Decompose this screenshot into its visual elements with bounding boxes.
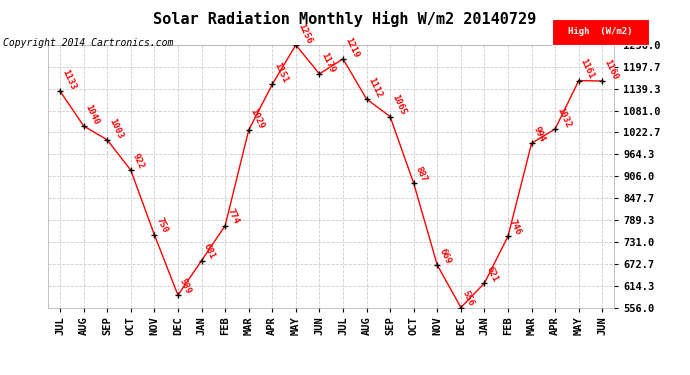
Text: 1112: 1112 [366, 76, 384, 99]
Text: 669: 669 [437, 247, 452, 265]
Text: 1040: 1040 [83, 103, 101, 126]
Text: 750: 750 [155, 216, 169, 235]
Text: 922: 922 [131, 152, 146, 170]
Text: High  (W/m2): High (W/m2) [568, 27, 633, 36]
Text: 1179: 1179 [319, 51, 337, 74]
Text: 1032: 1032 [555, 106, 573, 129]
Text: 1256: 1256 [296, 22, 313, 45]
Text: 774: 774 [225, 207, 240, 226]
Text: 1219: 1219 [343, 36, 360, 59]
Text: 1151: 1151 [273, 61, 290, 84]
Text: 1160: 1160 [602, 58, 620, 81]
Text: 1029: 1029 [248, 107, 266, 130]
Text: 994: 994 [531, 125, 546, 143]
Text: Solar Radiation Monthly High W/m2 20140729: Solar Radiation Monthly High W/m2 201407… [153, 11, 537, 27]
Text: 681: 681 [201, 242, 217, 261]
Text: 589: 589 [178, 277, 193, 295]
Text: 1065: 1065 [390, 93, 407, 117]
Text: 621: 621 [484, 265, 500, 283]
Text: 1161: 1161 [579, 57, 596, 81]
Text: 1133: 1133 [60, 68, 77, 91]
Text: 746: 746 [508, 218, 523, 236]
Text: Copyright 2014 Cartronics.com: Copyright 2014 Cartronics.com [3, 38, 174, 48]
Text: 1003: 1003 [107, 117, 124, 140]
Text: 556: 556 [461, 289, 476, 308]
Text: 887: 887 [414, 165, 428, 183]
